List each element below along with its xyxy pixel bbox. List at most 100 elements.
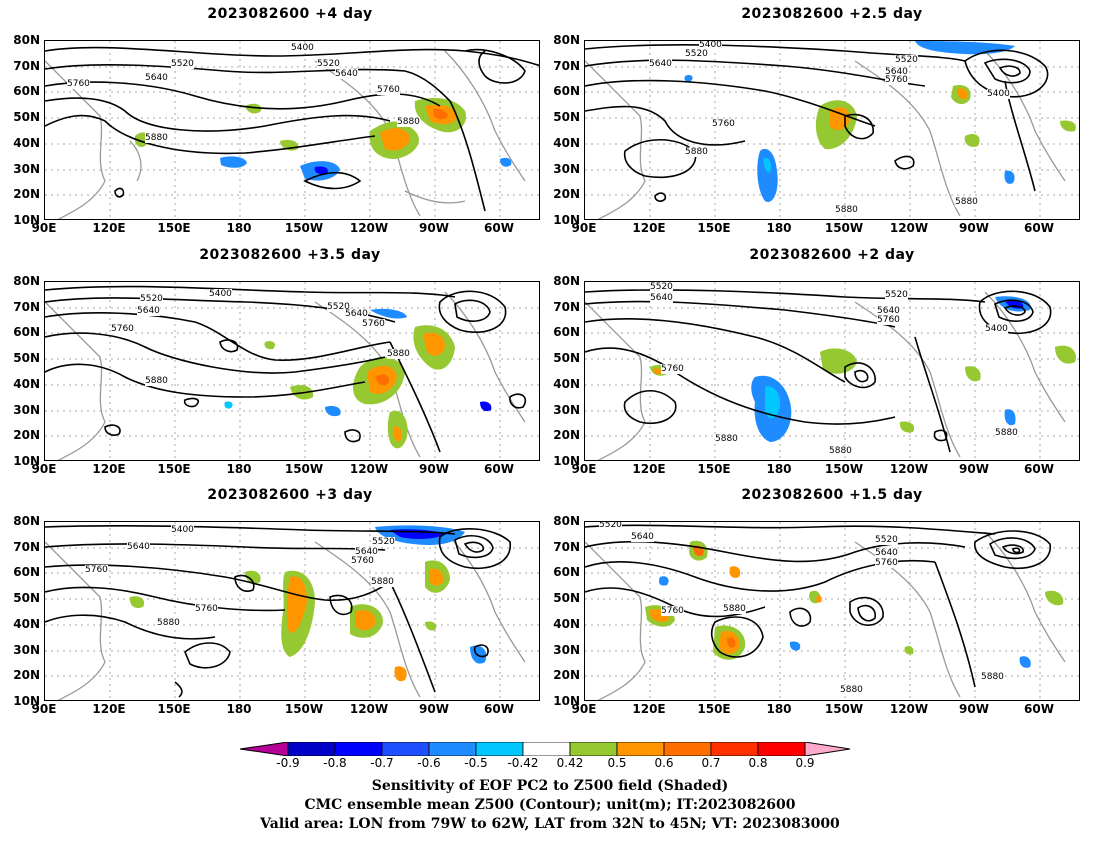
contour-label: 5640 — [127, 542, 150, 552]
contour-label: 5640 — [885, 67, 908, 77]
latitude-label: 20N — [553, 668, 580, 683]
latitude-label: 50N — [13, 351, 40, 366]
caption-line-2: CMC ensemble mean Z500 (Contour); unit(m… — [304, 797, 796, 813]
colorbar-swatch — [616, 741, 665, 757]
colorbar-tick-label: -0.7 — [370, 756, 394, 770]
colorbar-tick-label: -0.42 — [507, 756, 539, 770]
longitude-label: 150E — [697, 702, 731, 716]
colorbar-swatch — [757, 741, 806, 757]
colorbar-tick-label: -0.9 — [276, 756, 300, 770]
longitude-label: 180 — [766, 702, 792, 716]
latitude-label: 60N — [553, 84, 580, 99]
latitude-label: 50N — [553, 591, 580, 606]
contour-label: 5880 — [145, 133, 168, 143]
longitude-label: 120E — [92, 702, 126, 716]
longitude-label: 120W — [349, 221, 389, 235]
latitude-label: 20N — [553, 428, 580, 443]
latitude-label: 50N — [13, 110, 40, 125]
contour-label: 5640 — [877, 306, 900, 316]
colorbar-swatch — [428, 741, 477, 757]
contour-label: 5400 — [291, 43, 314, 53]
longitude-label: 60W — [484, 702, 514, 716]
contour-label: 5640 — [355, 547, 378, 557]
longitude-label: 150W — [284, 702, 324, 716]
longitude-label: 120E — [92, 221, 126, 235]
contour-label: 5520 — [171, 59, 194, 69]
contour-label: 5760 — [362, 319, 385, 329]
contour-label: 5520 — [140, 294, 163, 304]
contour-label: 5880 — [955, 197, 978, 207]
colorbar-swatch — [663, 741, 712, 757]
longitude-label: 180 — [226, 702, 252, 716]
longitude-label: 150E — [697, 462, 731, 476]
colorbar-tick-label: 0.5 — [607, 756, 627, 770]
contour-label: 5640 — [335, 69, 358, 79]
longitude-label: 150E — [157, 702, 191, 716]
contour-label: 5520 — [875, 535, 898, 545]
latitude-label: 70N — [553, 299, 580, 314]
contour-label: 5880 — [145, 376, 168, 386]
colorbar-tick-label: -0.6 — [417, 756, 441, 770]
colorbar-swatch — [710, 741, 759, 757]
contour-label: 5520 — [650, 282, 673, 292]
latitude-label: 80N — [553, 274, 580, 288]
longitude-label: 90W — [959, 221, 989, 235]
latitude-label: 80N — [553, 33, 580, 47]
contour-label: 5760 — [377, 85, 400, 95]
longitude-label: 180 — [766, 462, 792, 476]
contour-label: 5520 — [895, 55, 918, 65]
longitude-label: 90W — [419, 702, 449, 716]
map-panel: 5400 5520 5640 5760 5520 5640 5760 5880 … — [44, 281, 540, 461]
contour-label: 5520 — [885, 290, 908, 300]
contour-label: 5520 — [317, 59, 340, 69]
longitude-label: 120W — [349, 462, 389, 476]
longitude-label: 90W — [959, 462, 989, 476]
contour-label: 5640 — [875, 548, 898, 558]
longitude-label: 90E — [571, 221, 597, 235]
contour-label: 5520 — [372, 537, 395, 547]
contour-label: 5880 — [981, 672, 1004, 682]
latitude-label: 80N — [553, 514, 580, 528]
latitude-label: 60N — [13, 84, 40, 99]
contour-label: 5880 — [829, 446, 852, 456]
longitude-label: 60W — [1024, 702, 1054, 716]
colorbar-tick-label: -0.8 — [323, 756, 347, 770]
longitude-label: 120W — [349, 702, 389, 716]
contour-label: 5760 — [67, 79, 90, 89]
colorbar-tick-label: 0.9 — [795, 756, 815, 770]
longitude-label: 90W — [419, 462, 449, 476]
contour-label: 5640 — [137, 306, 160, 316]
latitude-label: 70N — [13, 58, 40, 73]
caption-line-3: Valid area: LON from 79W to 62W, LAT fro… — [260, 816, 840, 832]
contour-label: 5400 — [209, 289, 232, 299]
contour-label: 5640 — [345, 309, 368, 319]
latitude-label: 10N — [13, 453, 40, 468]
colorbar-swatch — [334, 741, 383, 757]
contour-label: 5880 — [685, 147, 708, 157]
contour-label: 5880 — [995, 428, 1018, 438]
contour-label: 5760 — [351, 556, 374, 566]
contour-label: 5760 — [85, 565, 108, 575]
latitude-label: 80N — [13, 514, 40, 528]
contour-label: 5880 — [715, 434, 738, 444]
grid-lines — [45, 41, 539, 219]
longitude-label: 150E — [697, 221, 731, 235]
contour-label: 5760 — [875, 558, 898, 568]
latitude-label: 60N — [553, 565, 580, 580]
longitude-label: 60W — [1024, 221, 1054, 235]
colorbar-swatch — [381, 741, 430, 757]
longitude-label: 90W — [419, 221, 449, 235]
latitude-label: 60N — [553, 325, 580, 340]
contour-label: 5880 — [397, 117, 420, 127]
latitude-label: 10N — [553, 693, 580, 708]
longitude-label: 90E — [571, 462, 597, 476]
latitude-label: 10N — [13, 693, 40, 708]
longitude-label: 150W — [284, 221, 324, 235]
longitude-label: 150E — [157, 462, 191, 476]
longitude-label: 90E — [571, 702, 597, 716]
contour-label: 5760 — [195, 604, 218, 614]
latitude-label: 80N — [13, 33, 40, 47]
contour-label: 5520 — [327, 302, 350, 312]
longitude-label: 120E — [632, 462, 666, 476]
latitude-label: 40N — [553, 616, 580, 631]
